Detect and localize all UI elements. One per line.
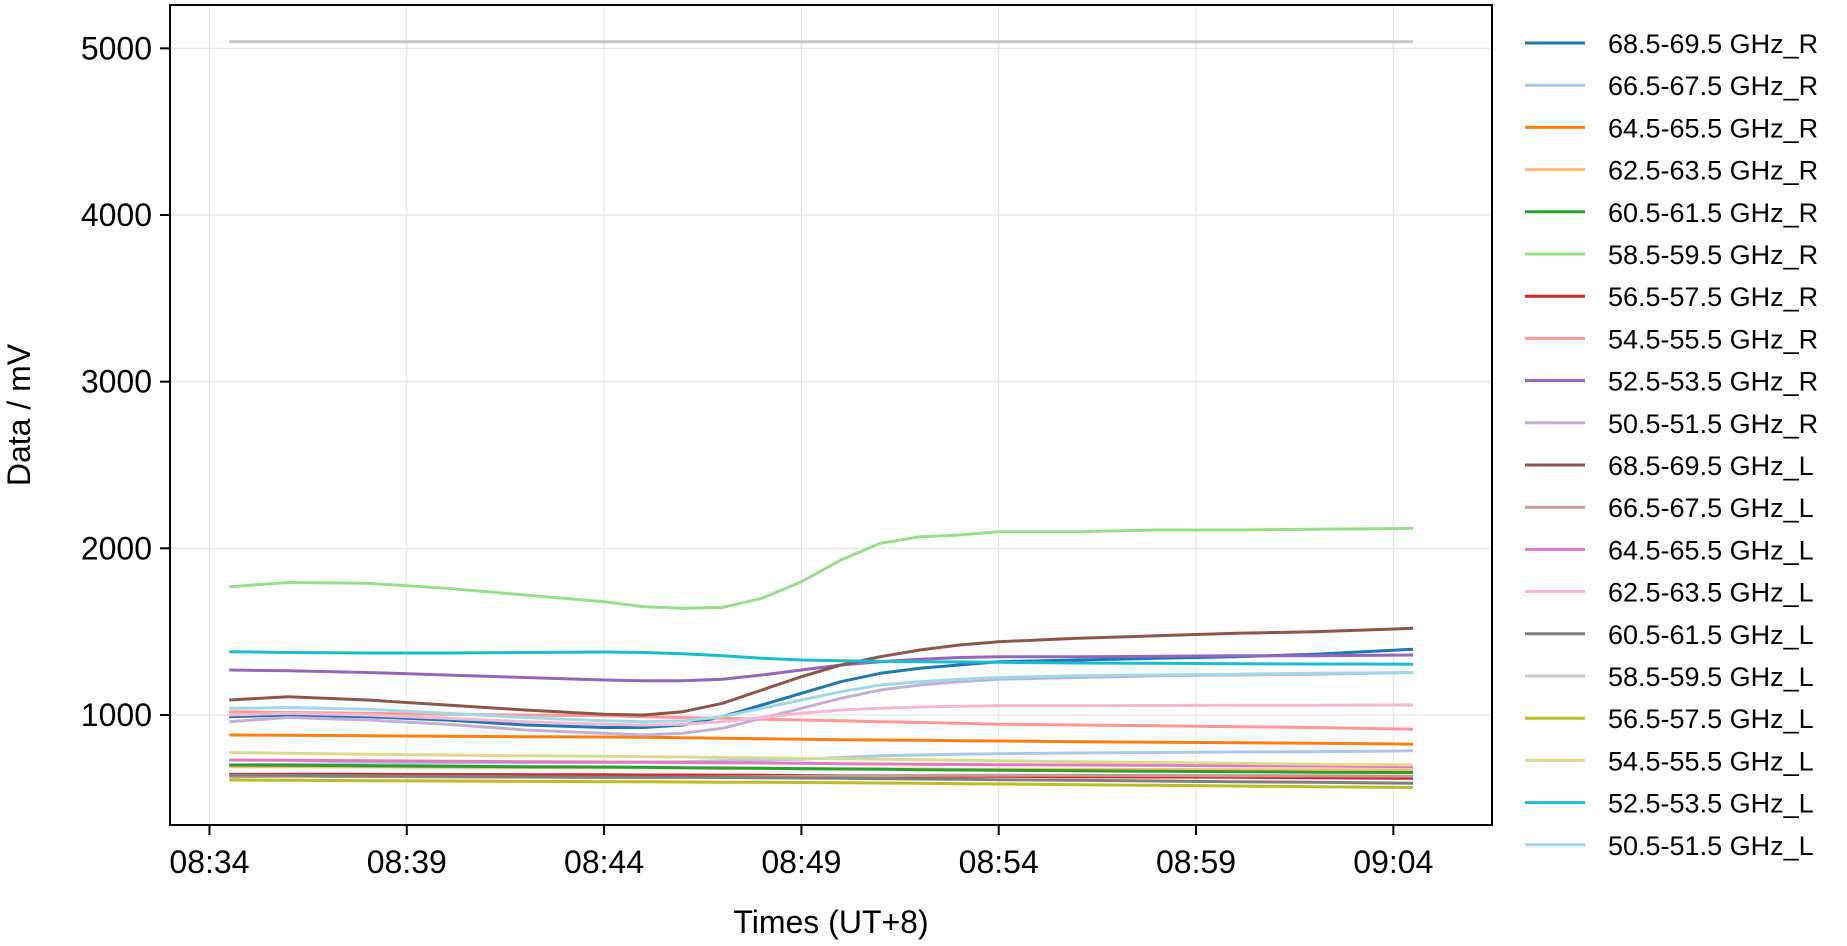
legend-item: 66.5-67.5 GHz_L xyxy=(1525,493,1814,523)
legend-item: 60.5-61.5 GHz_R xyxy=(1525,198,1818,228)
legend-label: 66.5-67.5 GHz_R xyxy=(1608,71,1818,101)
legend-label: 52.5-53.5 GHz_R xyxy=(1608,367,1818,397)
legend-label: 64.5-65.5 GHz_L xyxy=(1608,535,1814,565)
legend-label: 52.5-53.5 GHz_L xyxy=(1608,789,1814,819)
x-tick-label: 08:54 xyxy=(959,844,1039,880)
legend-item: 50.5-51.5 GHz_L xyxy=(1525,831,1814,861)
legend-item: 66.5-67.5 GHz_R xyxy=(1525,71,1818,101)
y-axis-label: Data / mV xyxy=(1,343,37,486)
y-axis: 1000 2000 3000 4000 5000 xyxy=(81,30,170,733)
x-tick-label: 08:39 xyxy=(367,844,447,880)
x-tick-label: 08:49 xyxy=(761,844,841,880)
legend-label: 56.5-57.5 GHz_R xyxy=(1608,282,1818,312)
series-line xyxy=(229,653,1414,683)
legend-item: 60.5-61.5 GHz_L xyxy=(1525,620,1814,650)
x-axis: 08:34 08:39 08:44 08:49 08:54 08:59 09:04 xyxy=(169,825,1433,880)
legend-label: 50.5-51.5 GHz_L xyxy=(1608,831,1814,861)
legend-label: 64.5-65.5 GHz_R xyxy=(1608,113,1818,143)
legend-item: 58.5-59.5 GHz_R xyxy=(1525,240,1818,270)
series-line xyxy=(229,526,1414,610)
legend-item: 50.5-51.5 GHz_R xyxy=(1525,409,1818,439)
x-tick-label: 08:59 xyxy=(1156,844,1236,880)
legend-label: 56.5-57.5 GHz_L xyxy=(1608,704,1814,734)
y-tick-label: 2000 xyxy=(81,530,152,566)
legend-item: 56.5-57.5 GHz_R xyxy=(1525,282,1818,312)
legend-label: 50.5-51.5 GHz_R xyxy=(1608,409,1818,439)
legend-item: 58.5-59.5 GHz_L xyxy=(1525,662,1814,692)
legend-label: 54.5-55.5 GHz_R xyxy=(1608,324,1818,354)
legend-item: 54.5-55.5 GHz_R xyxy=(1525,324,1818,354)
series-line xyxy=(229,763,1414,774)
x-tick-label: 08:44 xyxy=(564,844,644,880)
x-tick-label: 08:34 xyxy=(169,844,249,880)
legend-label: 58.5-59.5 GHz_L xyxy=(1608,662,1814,692)
legend-item: 68.5-69.5 GHz_L xyxy=(1525,451,1814,481)
x-tick-label: 09:04 xyxy=(1353,844,1433,880)
x-axis-label: Times (UT+8) xyxy=(733,904,928,940)
legend-item: 62.5-63.5 GHz_L xyxy=(1525,578,1814,608)
legend-item: 52.5-53.5 GHz_R xyxy=(1525,367,1818,397)
legend-label: 60.5-61.5 GHz_R xyxy=(1608,198,1818,228)
series-line xyxy=(229,778,1414,789)
legend-item: 64.5-65.5 GHz_L xyxy=(1525,535,1814,565)
series-line xyxy=(229,626,1414,717)
series-line xyxy=(229,671,1414,724)
plot-frame xyxy=(169,4,1493,826)
series-line xyxy=(229,733,1414,746)
series-line xyxy=(229,647,1414,729)
legend-label: 62.5-63.5 GHz_R xyxy=(1608,156,1818,186)
series-line xyxy=(229,758,1414,769)
y-tick-label: 5000 xyxy=(81,30,152,66)
y-tick-label: 4000 xyxy=(81,197,152,233)
legend-item: 52.5-53.5 GHz_L xyxy=(1525,789,1814,819)
legend-item: 62.5-63.5 GHz_R xyxy=(1525,156,1818,186)
y-tick-label: 3000 xyxy=(81,364,152,400)
legend-label: 68.5-69.5 GHz_L xyxy=(1608,451,1814,481)
series-line xyxy=(229,703,1414,727)
legend: 68.5-69.5 GHz_R 66.5-67.5 GHz_R 64.5-65.5 … xyxy=(1525,29,1818,861)
legend-item: 54.5-55.5 GHz_L xyxy=(1525,746,1814,776)
legend-item: 64.5-65.5 GHz_R xyxy=(1525,113,1818,143)
series-line xyxy=(229,773,1414,785)
legend-item: 56.5-57.5 GHz_L xyxy=(1525,704,1814,734)
legend-label: 60.5-61.5 GHz_L xyxy=(1608,620,1814,650)
grid xyxy=(170,5,1492,825)
legend-label: 58.5-59.5 GHz_R xyxy=(1608,240,1818,270)
legend-label: 66.5-67.5 GHz_L xyxy=(1608,493,1814,523)
legend-label: 68.5-69.5 GHz_R xyxy=(1608,29,1818,59)
legend-label: 62.5-63.5 GHz_L xyxy=(1608,578,1814,608)
legend-item: 68.5-69.5 GHz_R xyxy=(1525,29,1818,59)
y-tick-label: 1000 xyxy=(81,697,152,733)
legend-label: 54.5-55.5 GHz_L xyxy=(1608,746,1814,776)
series-lines xyxy=(229,40,1414,789)
series-line xyxy=(229,650,1414,666)
series-line xyxy=(229,751,1414,767)
